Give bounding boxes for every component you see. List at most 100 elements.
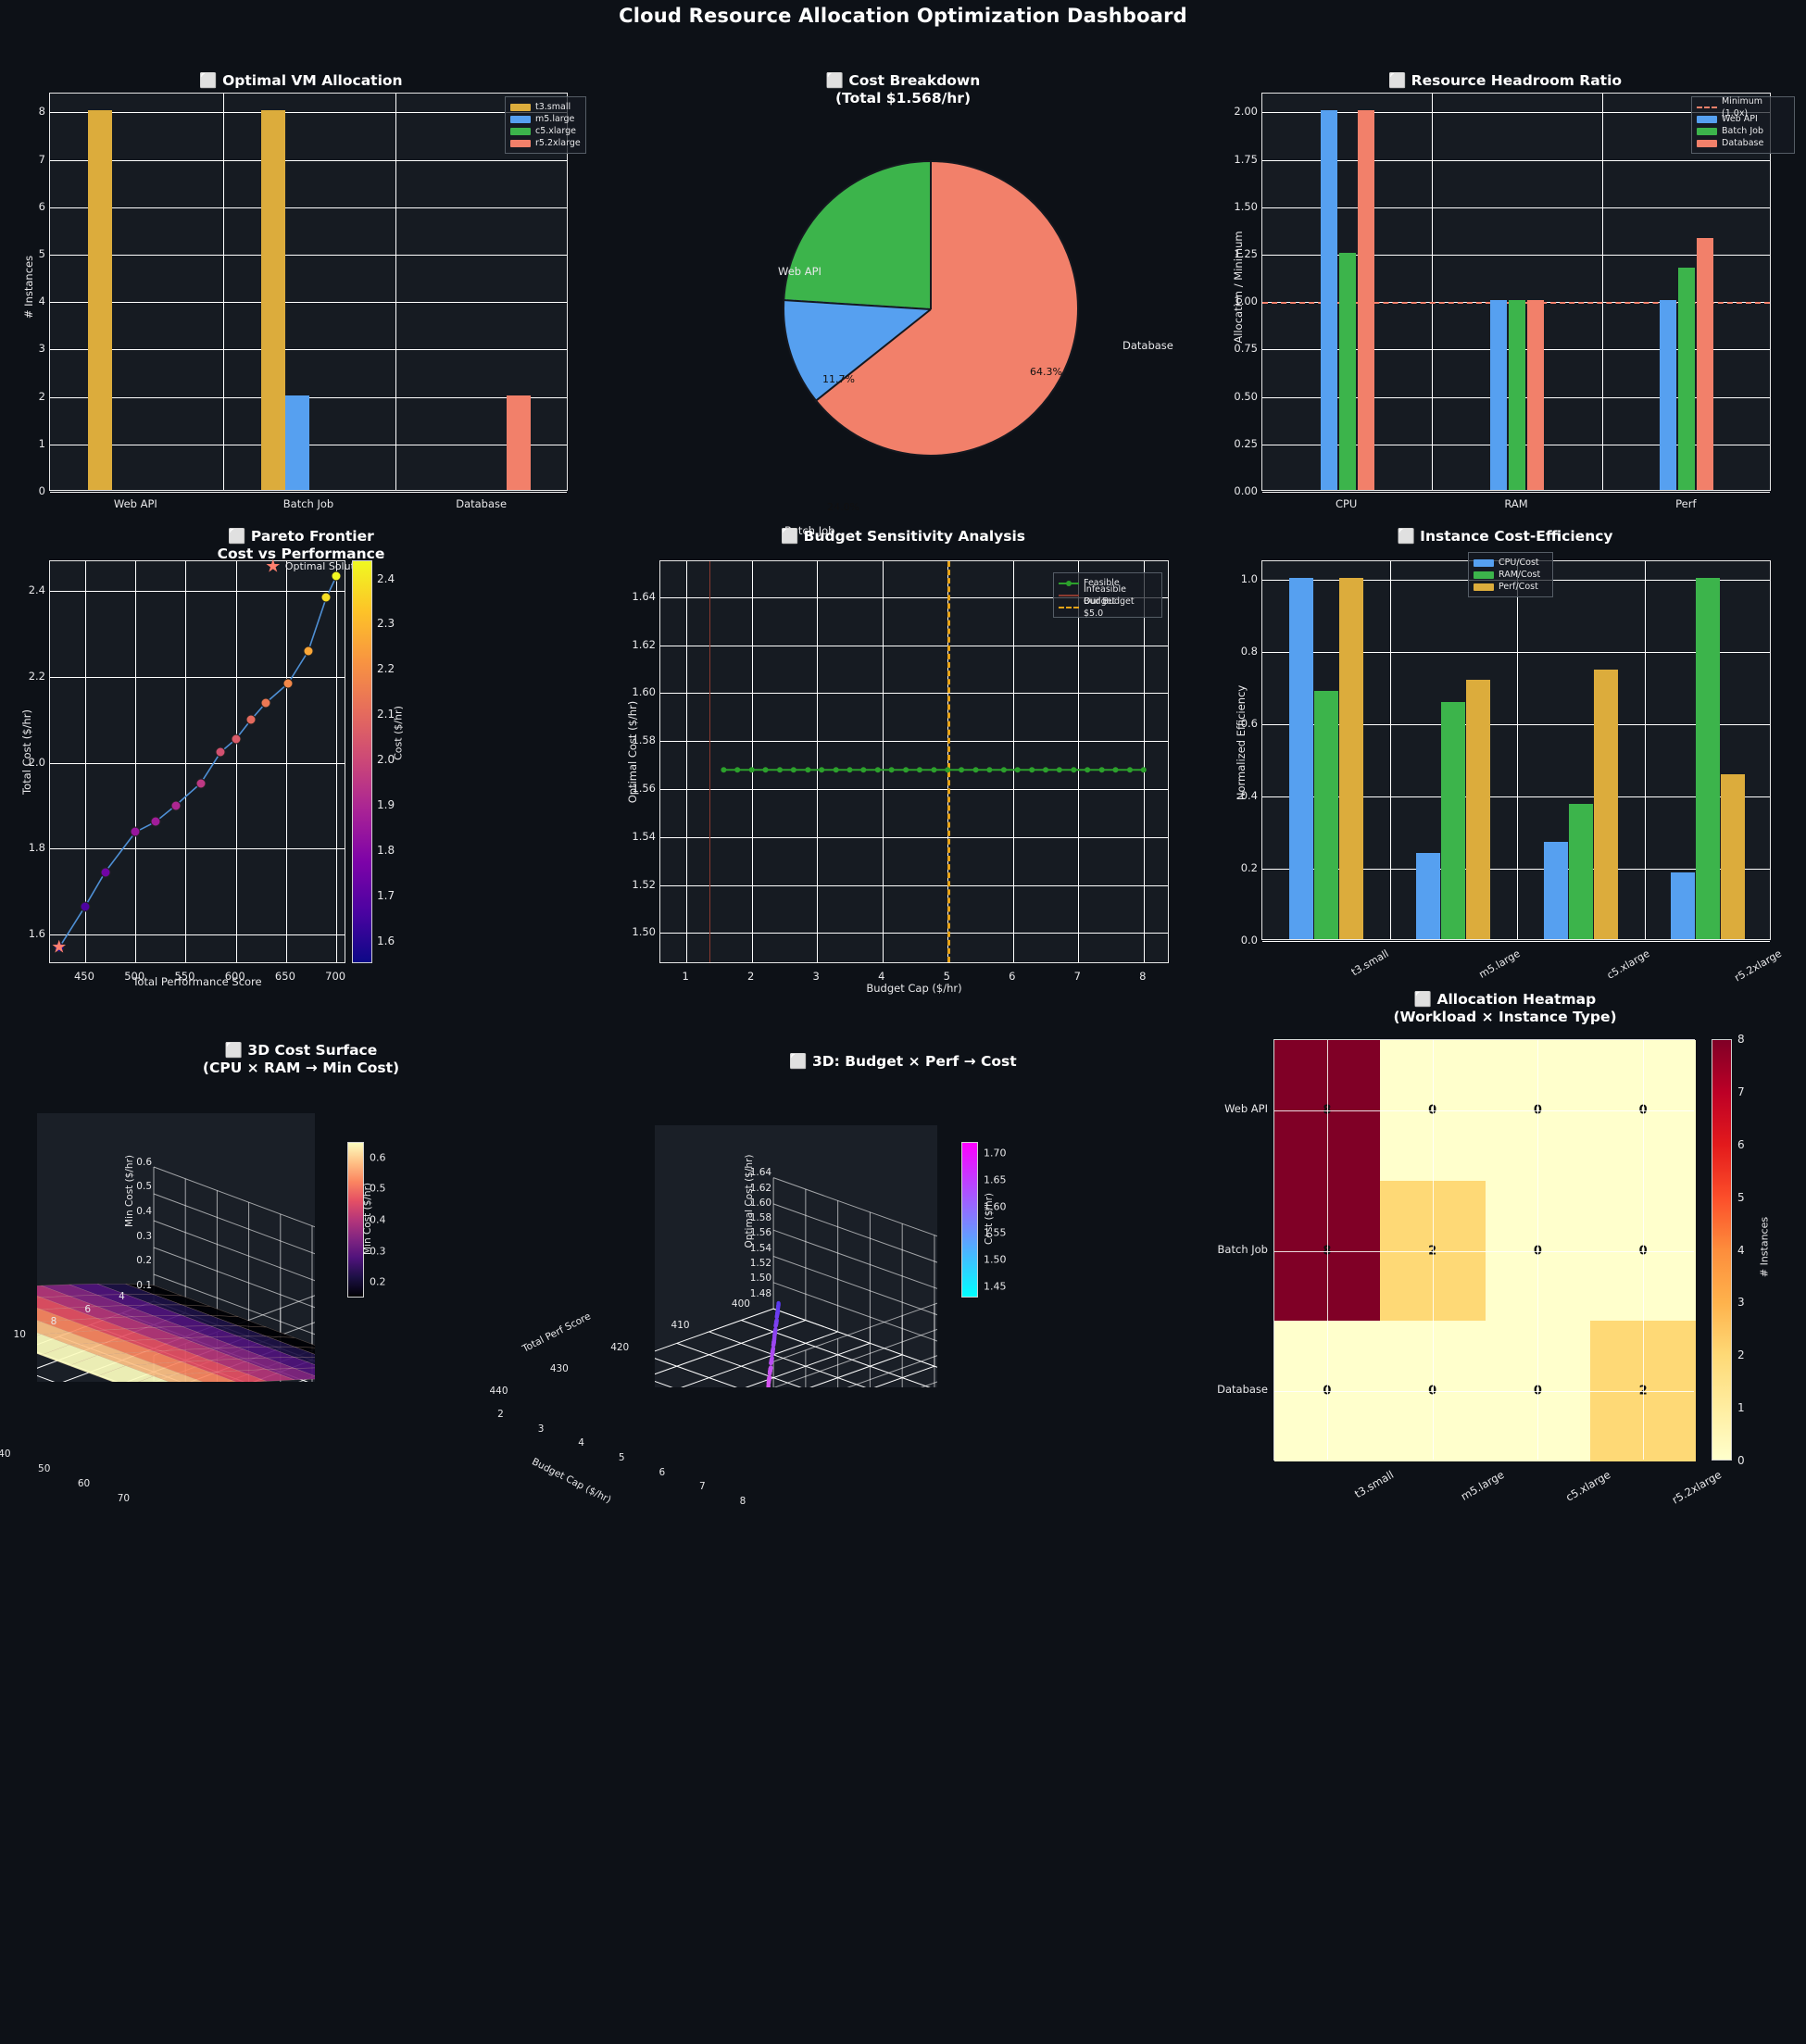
pareto-point xyxy=(100,867,111,877)
heatmap-col-gridline xyxy=(1537,1040,1539,1460)
y-axis-tick: 0.75 xyxy=(1234,342,1258,356)
headroom-plot xyxy=(1261,93,1771,493)
bar-r5-2xlarge-2 xyxy=(1721,774,1746,939)
gridline-v xyxy=(285,561,287,962)
z-axis-tick-3d: 0.3 xyxy=(136,1230,152,1242)
pareto-point xyxy=(303,646,314,657)
legend-label: Database xyxy=(1722,138,1764,148)
pie-pct-batch-job: 24.0% xyxy=(827,501,859,513)
pie-label-web-api: Web API xyxy=(778,265,821,278)
y-axis-tick-3d: 2 xyxy=(497,1409,504,1421)
x-axis-tick: m5.large xyxy=(1476,947,1523,981)
x-axis-tick-3d: 430 xyxy=(549,1363,569,1375)
optimal-solution-legend-marker: ★ xyxy=(265,556,282,577)
pareto-point xyxy=(195,778,207,789)
headroom-legend[interactable]: Minimum (1.0x) Web API Batch Job Database xyxy=(1691,96,1795,154)
z-axis-tick-3d: 0.6 xyxy=(136,1156,152,1168)
gridline-h xyxy=(660,933,1168,934)
bar-cpu-1 xyxy=(1338,253,1356,490)
y-axis-tick: 0.6 xyxy=(1240,716,1258,730)
x-axis-tick: 4 xyxy=(878,970,885,983)
legend-swatch xyxy=(1697,139,1717,147)
y-axis-tick-3d: 7 xyxy=(699,1481,706,1493)
panel-efficiency: ⬜ Instance Cost-Efficiency Normalized Ef… xyxy=(1204,528,1806,1000)
y-axis-tick: 1.64 xyxy=(632,589,656,603)
x-axis-tick-3d: 6 xyxy=(84,1303,92,1315)
vm-allocation-title: ⬜ Optimal VM Allocation xyxy=(199,72,403,89)
heatmap-row-gridline xyxy=(1274,1110,1694,1111)
gridline-v xyxy=(1078,561,1080,962)
colorbar-tick: 1.50 xyxy=(984,1253,1007,1266)
gridline-h xyxy=(50,302,567,304)
colorbar-tick: 1.45 xyxy=(984,1280,1007,1293)
efficiency-legend[interactable]: CPU/Cost RAM/Cost Perf/Cost xyxy=(1468,552,1553,597)
legend-label: t3.small xyxy=(535,102,571,112)
pie-separator xyxy=(930,161,932,309)
colorbar-tick: 7 xyxy=(1737,1085,1745,1098)
y-axis-tick: 1.50 xyxy=(1234,199,1258,213)
legend-row: m5.large xyxy=(510,113,580,125)
x-axis-tick: CPU xyxy=(1335,497,1358,510)
pareto-point xyxy=(215,746,226,758)
y-axis-tick: 0.50 xyxy=(1234,389,1258,403)
legend-row: t3.small xyxy=(510,101,580,113)
vm-allocation-plot xyxy=(49,93,568,493)
gridline-h xyxy=(1262,207,1770,208)
z-axis-tick-3d: 1.50 xyxy=(749,1273,772,1285)
legend-line xyxy=(1059,594,1079,596)
heatmap-col-label: c5.xlarge xyxy=(1563,1468,1613,1504)
legend-row: Feasible xyxy=(1059,577,1156,589)
x-axis-tick: t3.small xyxy=(1348,947,1391,979)
vm-allocation-legend[interactable]: t3.small m5.large c5.xlarge r5.2xlarge xyxy=(505,96,586,154)
heatmap-row-label: Batch Job xyxy=(1217,1242,1268,1256)
budget-legend[interactable]: Feasible Infeasible Budget Our Budget $5.0 xyxy=(1053,572,1162,619)
pie-pct-web-api: 11.7% xyxy=(822,373,855,385)
gridline-v xyxy=(817,561,819,962)
pareto-point xyxy=(170,800,182,811)
x-axis-tick: 700 xyxy=(325,970,346,983)
y-axis-tick: 1.58 xyxy=(632,734,656,747)
y-axis-tick: 2.0 xyxy=(28,755,45,769)
y-axis-tick: 0.00 xyxy=(1234,484,1258,497)
x-axis-tick-3d: 420 xyxy=(610,1341,630,1353)
pareto-point xyxy=(150,816,161,827)
colorbar-tick: 2 xyxy=(1737,1348,1745,1362)
x-axis-tick: 550 xyxy=(174,970,195,983)
z-axis-tick-3d: 1.48 xyxy=(749,1287,772,1299)
bar-m5-large-1 xyxy=(1441,702,1466,939)
y-axis-tick: 6 xyxy=(38,199,45,213)
gridline-v xyxy=(751,561,753,962)
colorbar-tick: 1 xyxy=(1737,1401,1745,1415)
heatmap-col-label: r5.2xlarge xyxy=(1670,1468,1724,1507)
y-axis-tick: 3 xyxy=(38,342,45,356)
bar-ram-1 xyxy=(1509,300,1525,490)
legend-line-marker xyxy=(1059,580,1079,587)
x-axis-tick: 2 xyxy=(747,970,755,983)
pie-pct-database: 64.3% xyxy=(1030,366,1062,378)
gridline-v xyxy=(235,561,237,962)
bar-perf-0 xyxy=(1660,300,1677,490)
z-axis-tick-3d: 0.5 xyxy=(136,1181,152,1193)
legend-label: c5.xlarge xyxy=(535,126,576,136)
surface3d-plot: 4681012141618102030405060700.10.20.30.40… xyxy=(0,1113,315,1504)
pareto-point xyxy=(130,826,141,837)
pareto-point xyxy=(231,734,242,745)
gridline-h xyxy=(660,596,1168,598)
gridline-h xyxy=(50,934,345,935)
y-axis-tick-3d: 50 xyxy=(38,1462,51,1474)
gridline-v xyxy=(686,561,688,962)
heatmap-colorbar xyxy=(1712,1039,1732,1461)
cost-breakdown-title: ⬜ Cost Breakdown (Total $1.568/hr) xyxy=(825,72,981,107)
bar-r5-2xlarge-1 xyxy=(1696,577,1721,939)
y-axis-tick: 1.60 xyxy=(632,685,656,699)
legend-swatch xyxy=(1474,571,1494,579)
bar-c5-xlarge-1 xyxy=(1568,803,1593,939)
y-axis-tick-3d: 40 xyxy=(0,1448,11,1460)
colorbar-tick: 2.2 xyxy=(377,662,395,676)
legend-label: Feasible xyxy=(1084,578,1120,588)
colorbar-tick: 2.0 xyxy=(377,753,395,767)
gridline-h xyxy=(660,693,1168,695)
y-axis-tick-3d: 3 xyxy=(537,1423,545,1435)
gridline-v xyxy=(882,561,884,962)
bar-t3-small-2 xyxy=(1338,577,1363,939)
